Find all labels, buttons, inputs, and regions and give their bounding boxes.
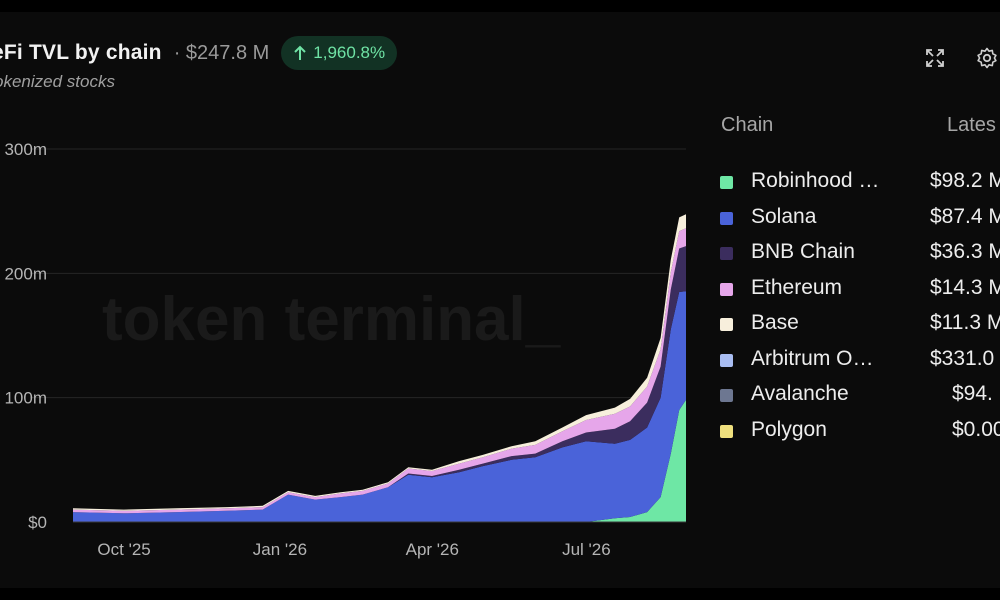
legend-swatch — [720, 282, 733, 296]
legend-chain-name: Ethereum — [751, 275, 843, 299]
grid-lines — [30, 148, 686, 399]
x-tick-label: Jul '26 — [562, 540, 611, 559]
chart-panel: token terminal_ $0 100m 200m 300m Oct '25 Jan… — [0, 12, 1000, 588]
legend-chain-name: Solana — [751, 204, 817, 228]
x-tick-label: Jan '26 — [253, 540, 307, 559]
legend-swatch — [720, 318, 733, 331]
legend-swatch — [720, 176, 733, 189]
watermark-text: token terminal_ — [102, 285, 562, 354]
y-tick-label: $0 — [28, 513, 47, 532]
chart-title: eFi TVL by chain — [0, 41, 162, 64]
legend-latest-value: $0.00 — [952, 417, 1000, 441]
legend-swatch — [720, 353, 733, 367]
total-value: · $247.8 M — [173, 41, 270, 64]
legend-item[interactable]: Solana $87.4 M — [720, 203, 1000, 233]
change-value: 1,960.8% — [313, 43, 386, 62]
arrow-up-icon — [294, 45, 307, 60]
legend-latest-value: $94. — [952, 382, 993, 405]
chart-subtitle: okenized stocks — [0, 72, 115, 91]
legend-latest-value: $87.4 M — [930, 204, 1000, 228]
legend-item[interactable]: Arbitrum O… $331.0 — [720, 345, 1000, 375]
y-tick-label: 300m — [4, 140, 47, 159]
legend-latest-value: $98.2 M — [930, 169, 1000, 192]
legend-latest-value: $11.3 M — [930, 311, 1000, 334]
legend-latest-value: $331.0 — [930, 346, 995, 370]
legend-header-chain: Chain — [721, 114, 774, 136]
legend-latest-value: $36.3 M — [930, 240, 1000, 263]
legend-chain-name: BNB Chain — [751, 240, 855, 263]
legend-chain-name: Avalanche — [751, 382, 849, 405]
legend-item[interactable]: BNB Chain $36.3 M — [720, 238, 1000, 268]
legend-latest-value: $14.3 M — [930, 275, 1000, 299]
area-series — [73, 291, 686, 522]
legend-chain-name: Arbitrum O… — [751, 346, 874, 370]
legend-swatch — [720, 389, 733, 402]
legend-item[interactable]: Avalanche $94. — [720, 380, 1000, 410]
y-tick-label: 100m — [4, 389, 47, 408]
stacked-areas — [73, 214, 686, 522]
chart-header: eFi TVL by chain · $247.8 M 1,960.8% — [0, 36, 398, 70]
x-tick-label: Oct '25 — [97, 540, 150, 559]
legend-swatch — [720, 247, 733, 260]
legend-item[interactable]: Polygon $0.00 — [720, 416, 1000, 446]
legend-chain-name: Robinhood … — [751, 169, 880, 192]
legend-header-latest: Lates — [947, 114, 996, 136]
legend-swatch — [720, 424, 733, 438]
x-tick-label: Apr '26 — [406, 540, 459, 559]
expand-icon[interactable] — [923, 46, 947, 70]
y-tick-label: 200m — [4, 264, 47, 283]
legend-item[interactable]: Robinhood … $98.2 M — [720, 167, 1000, 197]
legend-swatch — [720, 211, 733, 225]
tvl-stacked-area-chart: token terminal_ $0 100m 200m 300m Oct '25 Jan… — [4, 140, 686, 559]
axes: $0 100m 200m 300m Oct '25 Jan '26 Apr '26 Jul '… — [4, 140, 686, 559]
gear-icon[interactable] — [975, 46, 999, 70]
legend-chain-name: Polygon — [751, 417, 827, 441]
change-badge: 1,960.8% — [281, 36, 398, 70]
legend-item[interactable]: Base $11.3 M — [720, 309, 1000, 339]
legend-item[interactable]: Ethereum $14.3 M — [720, 274, 1000, 304]
legend-chain-name: Base — [751, 311, 799, 334]
